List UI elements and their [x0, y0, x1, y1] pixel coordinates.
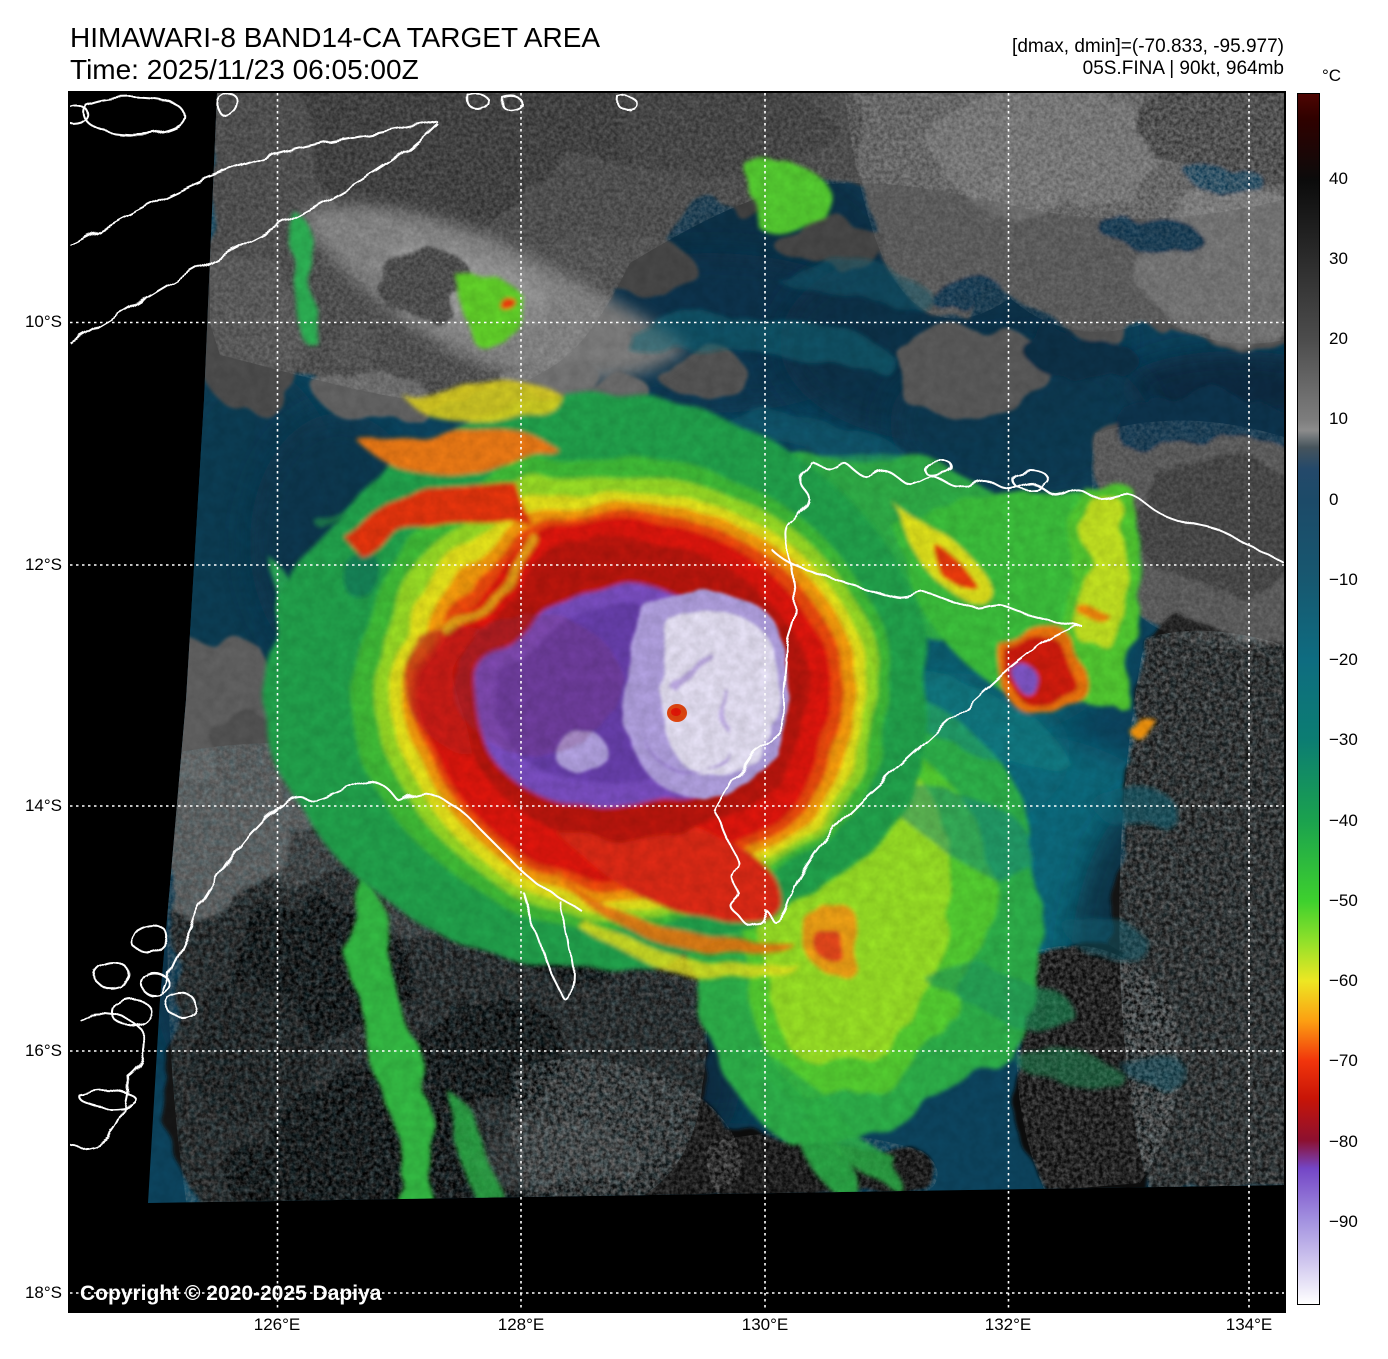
svg-text:Copyright © 2020-2025 Dapiya: Copyright © 2020-2025 Dapiya [80, 1282, 382, 1305]
